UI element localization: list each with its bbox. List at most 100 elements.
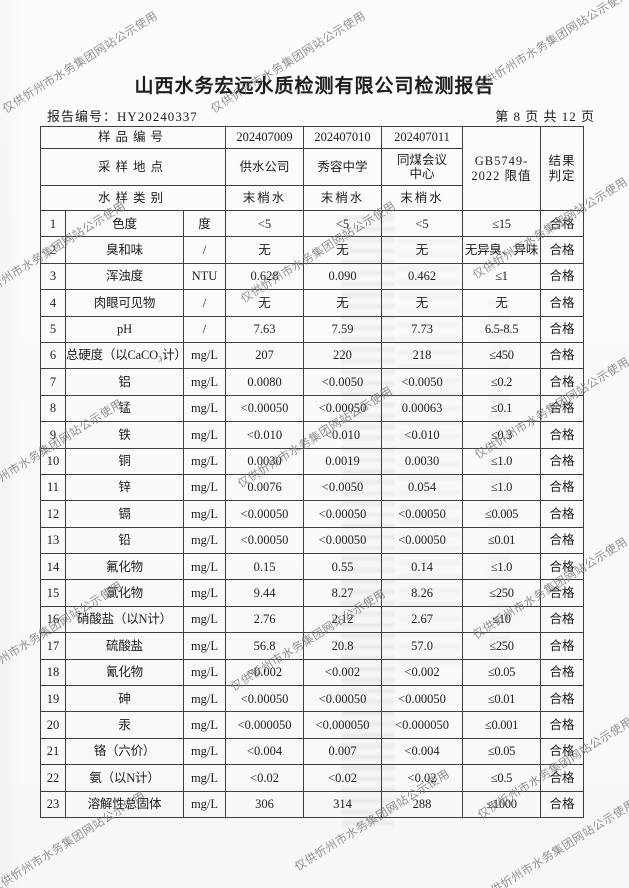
row-no: 12 (40, 500, 66, 528)
unit-cell: mg/L (183, 685, 226, 713)
param-name: 铅 (65, 526, 184, 555)
value-3: 0.462 (381, 262, 463, 291)
unit-cell: 度 (183, 209, 226, 238)
row-no: 15 (40, 579, 66, 607)
param-row: 20 汞 mg/L <0.000050 <0.000050 <0.000050 ≤0.001… (40, 711, 584, 739)
value-1: <5 (225, 209, 304, 238)
value-1: <0.00050 (225, 685, 304, 713)
limit-header-line1: GB5749- (474, 154, 529, 169)
param-name: pH (65, 315, 184, 343)
header-row-sample-id: 样品编号 202407009 202407010 202407011 GB574… (40, 126, 584, 211)
value-1: 0.0076 (225, 473, 304, 502)
value-1: 7.63 (225, 315, 304, 343)
unit-cell: / (183, 289, 226, 317)
param-row: 10 铜 mg/L 0.0030 0.0019 0.0030 ≤1.0 合格 (40, 447, 584, 475)
verdict-cell: 合格 (540, 209, 584, 238)
param-name: 肉眼可见物 (65, 289, 184, 317)
report-meta: 报告编号：HY20240337 第 8 页 共 12 页 (47, 106, 595, 125)
param-row: 11 锌 mg/L 0.0076 <0.0050 0.054 ≤1.0 合格 (40, 473, 584, 502)
unit-cell: mg/L (183, 421, 226, 449)
value-3: <0.010 (381, 421, 463, 449)
value-3: <0.000050 (381, 711, 463, 739)
param-row: 22 氨（以N计） mg/L <0.02 <0.02 <0.02 ≤0.5 合格 (40, 764, 584, 792)
value-2: 0.55 (303, 553, 382, 581)
value-2: <0.0050 (303, 473, 382, 502)
value-3: <0.0050 (381, 368, 463, 396)
unit-cell: mg/L (183, 341, 226, 370)
unit-cell: mg/L (183, 500, 226, 528)
verdict-cell: 合格 (540, 289, 584, 317)
value-1: <0.00050 (225, 500, 304, 528)
param-name: 镉 (65, 500, 184, 528)
limit-cell: ≤0.01 (462, 685, 541, 713)
param-row: 7 铝 mg/L 0.0080 <0.0050 <0.0050 ≤0.2 合格 (40, 368, 584, 396)
value-1: 无 (225, 289, 304, 317)
param-name: 氟化物 (65, 553, 184, 581)
value-1: <0.00050 (225, 394, 304, 423)
limit-column-header: GB5749- 2022 限值 (462, 126, 541, 211)
verdict-cell: 合格 (540, 579, 584, 607)
verdict-cell: 合格 (540, 341, 584, 370)
value-3: 218 (381, 341, 463, 370)
value-3: <0.00050 (381, 500, 463, 528)
result-header-line2: 判定 (548, 168, 576, 183)
verdict-cell: 合格 (540, 447, 584, 475)
row-no: 3 (40, 262, 66, 291)
limit-cell: ≤250 (462, 632, 541, 660)
report-number: 报告编号：HY20240337 (47, 109, 198, 124)
row-no: 5 (40, 315, 66, 343)
value-3: <0.00050 (381, 526, 463, 555)
limit-cell: 无异臭、异味 (462, 236, 541, 264)
location-3: 同煤会议中心 (381, 148, 463, 186)
param-name: 砷 (65, 685, 184, 713)
verdict-cell: 合格 (540, 790, 584, 818)
limit-cell: ≤0.3 (462, 421, 541, 449)
param-name: 硫酸盐 (65, 632, 184, 660)
value-1: 56.8 (225, 632, 304, 660)
verdict-cell: 合格 (540, 421, 584, 449)
unit-cell: mg/L (183, 394, 226, 423)
row-no: 2 (40, 236, 66, 264)
param-row: 14 氟化物 mg/L 0.15 0.55 0.14 ≤1.0 合格 (40, 553, 584, 581)
row-no: 18 (40, 658, 66, 687)
unit-cell: mg/L (183, 473, 226, 502)
value-1: 207 (225, 341, 304, 370)
value-2: <0.0050 (303, 368, 382, 396)
row-no: 8 (40, 394, 66, 423)
value-1: 306 (225, 790, 304, 818)
value-2: 0.0019 (303, 447, 382, 475)
limit-header-line2: 2022 限值 (471, 168, 532, 183)
unit-cell: mg/L (183, 658, 226, 687)
limit-cell: ≤1.0 (462, 447, 541, 475)
unit-cell: mg/L (183, 526, 226, 555)
unit-cell: mg/L (183, 711, 226, 739)
limit-cell: ≤0.05 (462, 737, 541, 766)
value-2: 8.27 (303, 579, 382, 607)
verdict-cell: 合格 (540, 658, 584, 687)
value-3: 无 (381, 289, 463, 317)
verdict-cell: 合格 (540, 764, 584, 792)
value-3: 0.054 (381, 473, 463, 502)
header-row-sample-type: 水样类别 末梢水 末梢水 末梢水 (40, 185, 584, 211)
value-3: <0.00050 (381, 685, 463, 713)
watermark-text: 仅供忻州市水务集团网站公示使用 (209, 10, 369, 116)
param-name: 氰化物 (65, 658, 184, 687)
value-1: <0.00050 (225, 526, 304, 555)
verdict-cell: 合格 (540, 553, 584, 581)
value-1: 0.0080 (225, 368, 304, 396)
verdict-cell: 合格 (540, 315, 584, 343)
value-3: 无 (381, 236, 463, 264)
limit-cell: ≤0.01 (462, 526, 541, 555)
value-3: 57.0 (381, 632, 463, 660)
value-2: 314 (303, 790, 382, 818)
value-1: 0.0030 (225, 447, 304, 475)
row-no: 23 (40, 790, 66, 818)
value-2: <0.00050 (303, 394, 382, 423)
param-name: 色度 (65, 209, 184, 238)
value-3: 7.73 (381, 315, 463, 343)
param-name: 铁 (65, 421, 184, 449)
limit-cell: ≤0.05 (462, 658, 541, 687)
value-3: 0.0030 (381, 447, 463, 475)
header-row-location: 采样地点 供水公司 秀容中学 同煤会议中心 (40, 148, 584, 186)
value-1: <0.010 (225, 421, 304, 449)
